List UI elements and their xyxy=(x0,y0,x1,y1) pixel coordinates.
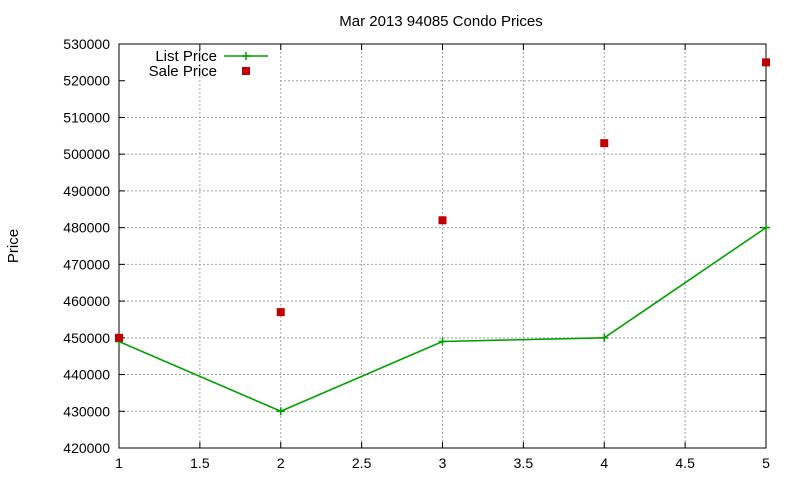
data-point-sale-price xyxy=(762,58,770,67)
series-line-list-price xyxy=(118,226,767,413)
y-tick-label: 500000 xyxy=(63,146,110,162)
data-point-sale-price xyxy=(276,308,285,317)
legend-plus-marker xyxy=(242,52,250,60)
y-tick-label: 530000 xyxy=(63,36,110,52)
y-tick-label: 420000 xyxy=(63,440,110,456)
data-point-list-price xyxy=(600,333,609,342)
legend-marker-list-price xyxy=(224,52,268,60)
x-tick-label: 4.5 xyxy=(675,455,695,471)
legend-marker-sale-price xyxy=(242,67,250,75)
x-tick-label: 3.5 xyxy=(514,455,534,471)
legend-label-list-price: List Price xyxy=(155,48,217,65)
grid xyxy=(119,44,766,448)
data-point-sale-price xyxy=(438,216,447,225)
data-point-sale-price xyxy=(115,333,123,342)
tick-labels: 1 1.5 2 2.5 3 3.5 4 4.5 5 420000 430000 440000 45000… xyxy=(63,36,770,471)
y-tick-label: 470000 xyxy=(63,256,110,272)
x-tick-label: 3 xyxy=(439,455,447,471)
y-tick-label: 520000 xyxy=(63,73,110,89)
y-tick-label: 490000 xyxy=(63,183,110,199)
x-tick-label: 4 xyxy=(600,455,608,471)
x-tick-label: 2.5 xyxy=(352,455,372,471)
y-tick-label: 460000 xyxy=(63,293,110,309)
axes xyxy=(118,43,767,449)
plot-area xyxy=(115,58,770,416)
data-point-list-price xyxy=(276,407,285,416)
y-tick-label: 450000 xyxy=(63,330,110,346)
y-tick-label: 430000 xyxy=(63,403,110,419)
x-tick-label: 1 xyxy=(115,455,123,471)
x-tick-label: 1.5 xyxy=(190,455,210,471)
y-tick-label: 480000 xyxy=(63,220,110,236)
x-tick-label: 2 xyxy=(277,455,285,471)
y-tick-label: 440000 xyxy=(63,367,110,383)
plot-frame xyxy=(118,43,767,449)
legend-square-marker xyxy=(242,67,250,75)
legend: List Price Sale Price xyxy=(149,48,268,80)
y-tick-label: 510000 xyxy=(63,109,110,125)
data-point-sale-price xyxy=(600,139,609,148)
legend-label-sale-price: Sale Price xyxy=(149,63,217,80)
data-point-list-price xyxy=(438,337,447,346)
y-axis-label: Price xyxy=(5,229,22,263)
data-point-list-price xyxy=(762,223,770,232)
chart-title: Mar 2013 94085 Condo Prices xyxy=(339,13,542,30)
x-tick-label: 5 xyxy=(762,455,770,471)
